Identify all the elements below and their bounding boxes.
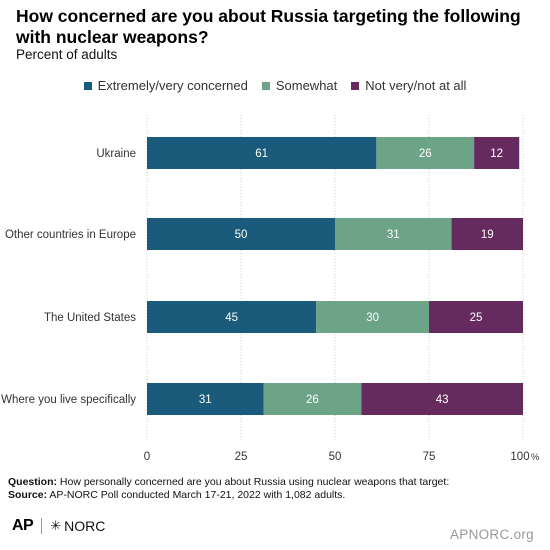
footer: Question: How personally concerned are y… <box>8 476 544 502</box>
norc-logo-text: NORC <box>64 518 106 534</box>
bar-segment <box>335 218 452 250</box>
data-label: 26 <box>419 148 432 160</box>
data-label: 12 <box>490 148 503 160</box>
source-label: Source: <box>8 489 48 501</box>
x-tick-label: 75 <box>423 451 436 463</box>
source-text: AP-NORC Poll conducted March 17-21, 2022… <box>47 489 346 501</box>
data-label: 25 <box>470 312 483 324</box>
legend-label: Somewhat <box>275 78 338 93</box>
x-tick-label: 100 <box>510 451 529 463</box>
data-label: 45 <box>225 312 238 324</box>
bar-segment <box>451 218 523 250</box>
x-tick-label: 25 <box>235 451 248 463</box>
data-label: 26 <box>306 394 319 406</box>
chart-title: How concerned are you about Russia targe… <box>16 6 521 47</box>
norc-logo: ✳ NORC <box>50 518 105 534</box>
question-label: Question: <box>8 476 57 488</box>
data-label: 50 <box>235 229 248 241</box>
question-text: How personally concerned are you about R… <box>57 476 450 488</box>
logos: AP ✳ NORC <box>12 517 105 535</box>
norc-star-icon: ✳ <box>50 518 62 533</box>
bar-segment <box>147 137 377 169</box>
data-label: 19 <box>481 229 494 241</box>
site-url: APNORC.org <box>449 527 534 542</box>
data-label: 31 <box>199 394 212 406</box>
category-label: Where you live specifically <box>1 394 136 406</box>
data-label: 30 <box>366 312 379 324</box>
ap-logo: AP <box>12 517 34 534</box>
bar-segment <box>147 301 317 333</box>
data-label: 43 <box>436 394 449 406</box>
legend-swatch <box>351 81 360 90</box>
x-tick-label: 0 <box>144 451 150 463</box>
data-label: 31 <box>387 229 400 241</box>
legend-item-1: Somewhat <box>261 78 338 93</box>
legend-item-2: Not very/not at all <box>351 78 466 93</box>
bar-segment <box>474 137 520 169</box>
bar-segment <box>361 383 523 415</box>
chart-subtitle: Percent of adults <box>16 47 118 62</box>
legend-item-0: Extremely/very concerned <box>83 78 248 93</box>
bar-segment <box>147 383 264 415</box>
legend-label: Not very/not at all <box>365 78 467 93</box>
bar-segment <box>429 301 523 333</box>
question-note: Question: How personally concerned are y… <box>8 476 544 489</box>
source-note: Source: AP-NORC Poll conducted March 17-… <box>8 489 544 502</box>
chart-plot: Ukraine 61 26 12 Other countries in Europe 50… <box>1 115 540 463</box>
legend-swatch <box>83 81 92 90</box>
bar-segment <box>316 301 429 333</box>
legend-swatch <box>261 81 270 90</box>
bar-segment <box>147 218 335 250</box>
bar-segment <box>263 383 362 415</box>
bar-segment <box>376 137 475 169</box>
category-label: Ukraine <box>96 148 136 160</box>
category-label: The United States <box>44 312 136 324</box>
x-tick-label: 50 <box>329 451 342 463</box>
logo-divider <box>41 518 43 534</box>
x-unit-label: % <box>531 452 540 463</box>
legend: Extremely/very concerned Somewhat Not very… <box>0 78 550 93</box>
data-label: 61 <box>255 148 268 160</box>
category-label: Other countries in Europe <box>5 229 136 241</box>
legend-label: Extremely/very concerned <box>97 78 248 93</box>
